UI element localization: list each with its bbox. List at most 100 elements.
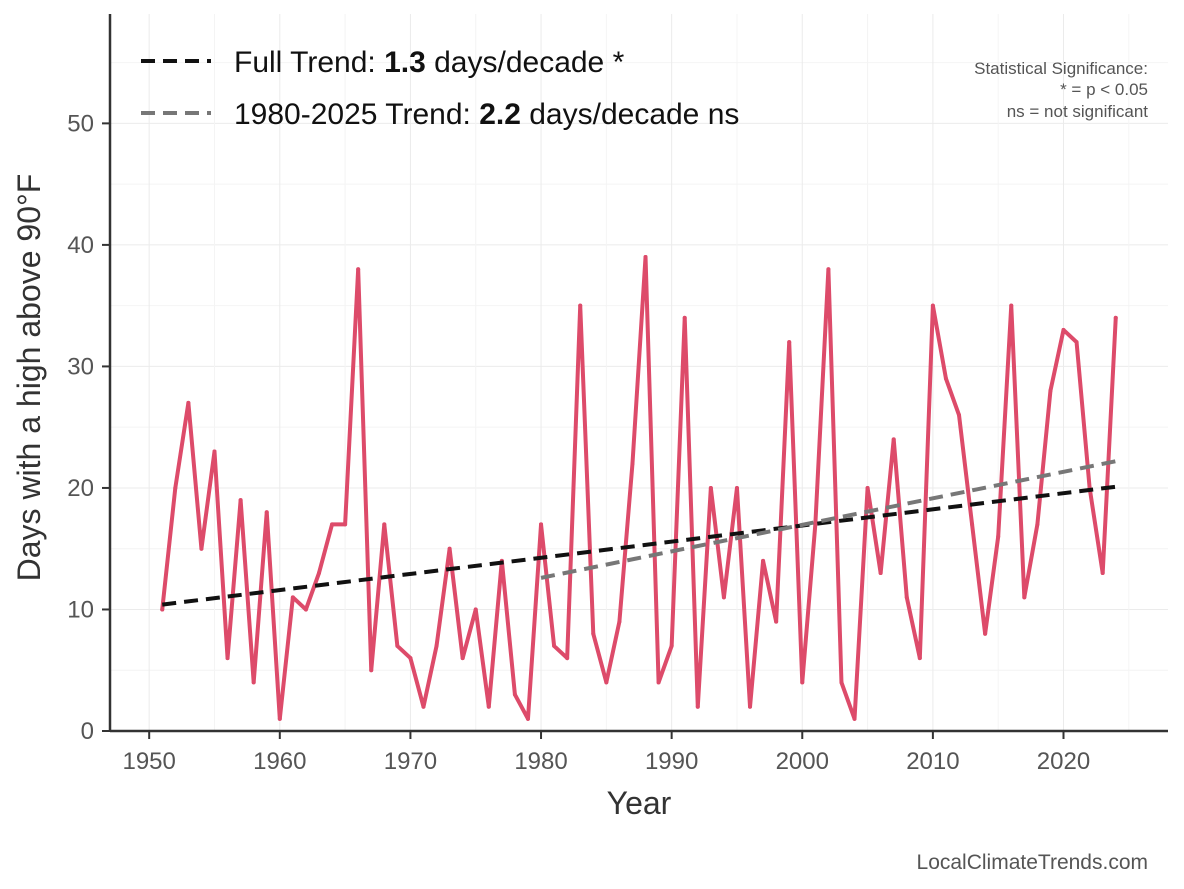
- x-tick-label-1980: 1980: [514, 748, 567, 775]
- data-point-1964: [330, 522, 335, 527]
- data-point-1953: [186, 400, 191, 405]
- data-point-1976: [486, 704, 491, 709]
- data-point-2013: [970, 522, 975, 527]
- data-point-1979: [525, 716, 530, 721]
- legend-full-rate: 1.3: [384, 46, 426, 79]
- data-point-1954: [199, 546, 204, 551]
- data-point-2008: [904, 595, 909, 600]
- data-point-1975: [473, 607, 478, 612]
- data-point-1961: [290, 595, 295, 600]
- data-point-2009: [917, 656, 922, 661]
- y-axis-title: Days with a high above 90°F: [11, 174, 47, 582]
- significance-line-2: ns = not significant: [1007, 102, 1149, 121]
- data-point-1990: [669, 643, 674, 648]
- y-tick-label-40: 40: [67, 232, 94, 259]
- data-point-2004: [852, 716, 857, 721]
- data-point-2018: [1035, 522, 1040, 527]
- data-point-1962: [303, 607, 308, 612]
- data-point-1968: [382, 522, 387, 527]
- data-point-2007: [891, 437, 896, 442]
- data-point-1974: [460, 656, 465, 661]
- data-point-1958: [251, 680, 256, 685]
- data-point-2005: [865, 485, 870, 490]
- data-point-1994: [721, 595, 726, 600]
- y-tick-label-10: 10: [67, 596, 94, 623]
- x-tick-label-1960: 1960: [253, 748, 306, 775]
- trend-layer: [162, 459, 1117, 607]
- data-point-1969: [395, 643, 400, 648]
- legend-full-suffix: days/decade *: [426, 46, 625, 79]
- x-tick-label-1990: 1990: [645, 748, 698, 775]
- source-credit: LocalClimateTrends.com: [917, 851, 1148, 874]
- data-point-1965: [343, 522, 348, 527]
- tick-layer: 0 10 20 30 40 50 1950 1960 1970 1980 1990 2000 2010 2…: [67, 110, 1090, 775]
- data-point-1956: [225, 656, 230, 661]
- data-point-1996: [748, 704, 753, 709]
- data-point-1998: [774, 619, 779, 624]
- data-point-1978: [512, 692, 517, 697]
- x-axis-title: Year: [607, 785, 672, 821]
- data-point-2015: [996, 534, 1001, 539]
- x-tick-label-1950: 1950: [122, 748, 175, 775]
- data-point-1972: [434, 643, 439, 648]
- data-point-1995: [734, 485, 739, 490]
- legend-recent-rate: 2.2: [479, 98, 521, 131]
- data-point-1991: [682, 315, 687, 320]
- data-point-2003: [839, 680, 844, 685]
- significance-title: Statistical Significance:: [974, 59, 1148, 78]
- data-point-1963: [316, 571, 321, 576]
- data-point-2024: [1113, 315, 1118, 320]
- trend-line-0: [162, 484, 1116, 607]
- data-point-2014: [983, 631, 988, 636]
- data-point-1967: [369, 668, 374, 673]
- data-point-2001: [813, 522, 818, 527]
- data-point-1959: [264, 510, 269, 515]
- data-point-2021: [1074, 340, 1079, 345]
- data-point-1983: [578, 303, 583, 308]
- data-point-1973: [447, 546, 452, 551]
- legend: Full Trend: 1.3 days/decade * 1980-2025 …: [141, 46, 739, 131]
- data-point-1989: [656, 680, 661, 685]
- data-point-1993: [708, 485, 713, 490]
- data-point-1988: [643, 255, 648, 260]
- data-point-1984: [591, 631, 596, 636]
- significance-line-1: * = p < 0.05: [1060, 80, 1148, 99]
- data-point-2002: [826, 267, 831, 272]
- data-point-2000: [800, 680, 805, 685]
- y-tick-label-0: 0: [81, 718, 94, 745]
- data-point-1955: [212, 449, 217, 454]
- data-point-2016: [1009, 303, 1014, 308]
- data-point-1997: [761, 558, 766, 563]
- y-tick-label-50: 50: [67, 110, 94, 137]
- y-tick-label-30: 30: [67, 353, 94, 380]
- data-point-1951: [160, 607, 165, 612]
- y-tick-label-20: 20: [67, 475, 94, 502]
- legend-label-recent-trend: 1980-2025 Trend: 2.2 days/decade ns: [234, 98, 739, 131]
- x-tick-label-2000: 2000: [776, 748, 829, 775]
- data-point-1960: [277, 716, 282, 721]
- data-point-1971: [421, 704, 426, 709]
- legend-recent-suffix: days/decade ns: [521, 98, 739, 131]
- data-point-1957: [238, 498, 243, 503]
- data-point-1981: [552, 643, 557, 648]
- data-point-1987: [630, 461, 635, 466]
- data-point-2010: [930, 303, 935, 308]
- data-point-2023: [1100, 571, 1105, 576]
- series-line-0: [160, 255, 1118, 721]
- data-point-2012: [957, 413, 962, 418]
- significance-note: Statistical Significance: * = p < 0.05 n…: [974, 59, 1148, 121]
- x-tick-label-2010: 2010: [906, 748, 959, 775]
- trend-line-1: [540, 459, 1117, 580]
- data-point-1985: [604, 680, 609, 685]
- data-point-1952: [173, 485, 178, 490]
- data-point-1966: [356, 267, 361, 272]
- data-point-2019: [1048, 388, 1053, 393]
- legend-label-full-trend: Full Trend: 1.3 days/decade *: [234, 46, 625, 79]
- legend-recent-prefix: 1980-2025 Trend:: [234, 98, 479, 131]
- data-point-1999: [787, 340, 792, 345]
- data-point-2020: [1061, 327, 1066, 332]
- x-tick-label-2020: 2020: [1037, 748, 1090, 775]
- x-tick-label-1970: 1970: [384, 748, 437, 775]
- data-point-2017: [1022, 595, 1027, 600]
